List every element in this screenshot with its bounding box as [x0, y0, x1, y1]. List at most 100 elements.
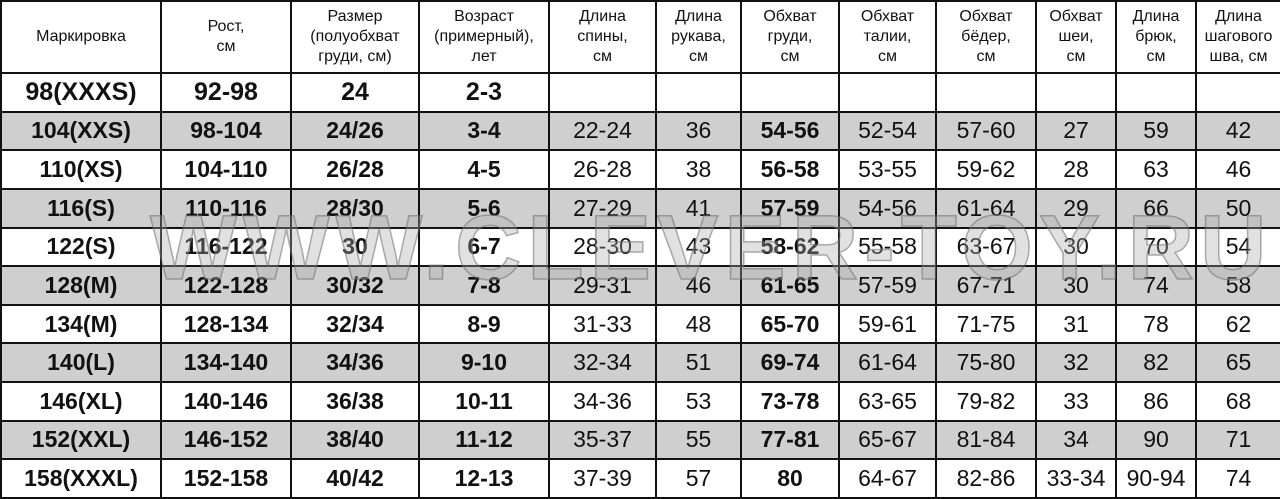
table-cell: 61-64 [935, 187, 1037, 229]
table-cell: 29 [1035, 187, 1117, 229]
table-cell: 82-86 [935, 458, 1037, 499]
table-cell: 63-67 [935, 226, 1037, 268]
table-cell: 57-59 [740, 187, 840, 229]
table-cell: 3-4 [418, 110, 550, 152]
table-cell: 34-36 [548, 381, 657, 422]
table-cell: 86 [1115, 381, 1197, 422]
column-header: Рост, см [160, 0, 292, 74]
table-cell: 128(M) [0, 265, 162, 306]
table-cell [1195, 72, 1280, 113]
table-cell: 53-55 [838, 149, 937, 190]
table-row: 146(XL) 140-146 36/38 10-11 34-36 53 73-78 63-6… [0, 381, 1280, 422]
table-cell: 30 [290, 226, 420, 268]
table-cell: 43 [655, 226, 742, 268]
table-cell: 128-134 [160, 303, 292, 345]
table-cell: 152(XXL) [0, 419, 162, 461]
column-header: Длина брюк, см [1115, 0, 1197, 74]
column-header: Возраст (примерный), лет [418, 0, 550, 74]
table-cell [838, 72, 937, 113]
table-cell: 55 [655, 419, 742, 461]
table-cell: 54-56 [838, 187, 937, 229]
table-cell: 2-3 [418, 72, 550, 113]
table-cell: 33 [1035, 381, 1117, 422]
column-header: Обхват талии, см [838, 0, 937, 74]
header-row: Маркировка Рост, см Размер (полуобхват гру… [0, 0, 1280, 74]
column-header: Обхват груди, см [740, 0, 840, 74]
table-cell: 66 [1115, 187, 1197, 229]
table-cell: 30 [1035, 265, 1117, 306]
table-cell: 31-33 [548, 303, 657, 345]
table-cell: 32-34 [548, 342, 657, 383]
table-cell: 9-10 [418, 342, 550, 383]
table-cell: 134(M) [0, 303, 162, 345]
table-cell: 58-62 [740, 226, 840, 268]
column-header: Длина шагового шва, см [1195, 0, 1280, 74]
table-cell: 29-31 [548, 265, 657, 306]
table-cell: 28 [1035, 149, 1117, 190]
table-cell: 22-24 [548, 110, 657, 152]
table-cell: 8-9 [418, 303, 550, 345]
table-row: 134(M) 128-134 32/34 8-9 31-33 48 65-70 59-61 71… [0, 303, 1280, 345]
table-cell: 73-78 [740, 381, 840, 422]
table-cell: 65-70 [740, 303, 840, 345]
table-cell: 35-37 [548, 419, 657, 461]
table-cell: 7-8 [418, 265, 550, 306]
table-cell: 57-59 [838, 265, 937, 306]
table-cell: 152-158 [160, 458, 292, 499]
table-cell: 116-122 [160, 226, 292, 268]
table-cell: 6-7 [418, 226, 550, 268]
table-cell: 53 [655, 381, 742, 422]
table-cell: 31 [1035, 303, 1117, 345]
table-cell: 134-140 [160, 342, 292, 383]
table-cell [655, 72, 742, 113]
table-cell: 98-104 [160, 110, 292, 152]
table-cell: 63 [1115, 149, 1197, 190]
table-cell: 26-28 [548, 149, 657, 190]
table-cell: 74 [1115, 265, 1197, 306]
table-cell: 78 [1115, 303, 1197, 345]
table-cell: 56-58 [740, 149, 840, 190]
table-cell: 27-29 [548, 187, 657, 229]
table-cell: 30/32 [290, 265, 420, 306]
table-cell: 11-12 [418, 419, 550, 461]
table-cell: 32/34 [290, 303, 420, 345]
table-cell: 40/42 [290, 458, 420, 499]
table-cell: 46 [655, 265, 742, 306]
table-cell: 33-34 [1035, 458, 1117, 499]
table-cell: 140-146 [160, 381, 292, 422]
table-cell: 41 [655, 187, 742, 229]
table-cell: 90 [1115, 419, 1197, 461]
table-row: 152(XXL) 146-152 38/40 11-12 35-37 55 77-81 65-… [0, 419, 1280, 461]
table-row: 158(XXXL) 152-158 40/42 12-13 37-39 57 80 64-67… [0, 458, 1280, 499]
table-cell: 51 [655, 342, 742, 383]
table-cell: 146-152 [160, 419, 292, 461]
table-cell: 30 [1035, 226, 1117, 268]
table-cell: 37-39 [548, 458, 657, 499]
table-cell: 24 [290, 72, 420, 113]
table-cell: 27 [1035, 110, 1117, 152]
table-cell: 69-74 [740, 342, 840, 383]
table-cell: 28/30 [290, 187, 420, 229]
table-cell: 54-56 [740, 110, 840, 152]
table-cell: 59-61 [838, 303, 937, 345]
table-cell: 10-11 [418, 381, 550, 422]
column-header: Обхват шеи, см [1035, 0, 1117, 74]
table-cell: 34 [1035, 419, 1117, 461]
table-cell: 50 [1195, 187, 1280, 229]
table-cell: 4-5 [418, 149, 550, 190]
table-cell: 46 [1195, 149, 1280, 190]
table-cell: 38 [655, 149, 742, 190]
table-cell: 71-75 [935, 303, 1037, 345]
table-cell: 36/38 [290, 381, 420, 422]
table-cell [935, 72, 1037, 113]
table-cell: 65-67 [838, 419, 937, 461]
table-cell: 70 [1115, 226, 1197, 268]
table-cell: 67-71 [935, 265, 1037, 306]
table-cell: 110-116 [160, 187, 292, 229]
table-cell: 61-64 [838, 342, 937, 383]
table-cell: 146(XL) [0, 381, 162, 422]
table-cell: 158(XXXL) [0, 458, 162, 499]
table-cell: 140(L) [0, 342, 162, 383]
table-row: 128(M) 122-128 30/32 7-8 29-31 46 61-65 57-59 67… [0, 265, 1280, 306]
